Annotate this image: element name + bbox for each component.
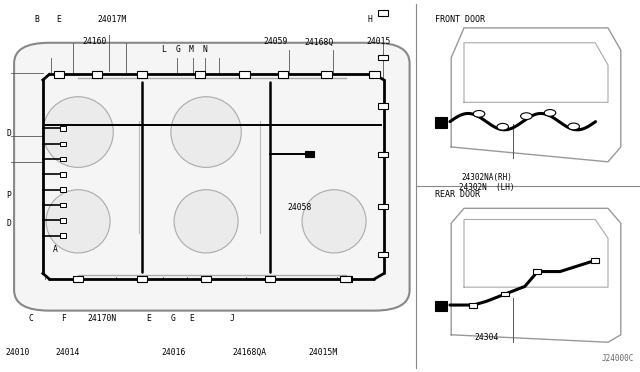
Bar bbox=[60, 233, 66, 238]
Text: P: P bbox=[6, 191, 12, 200]
Bar bbox=[340, 276, 351, 282]
FancyBboxPatch shape bbox=[14, 43, 410, 311]
Text: 24302NA(RH)
24302N  (LH): 24302NA(RH) 24302N (LH) bbox=[459, 173, 514, 192]
Text: E: E bbox=[56, 15, 61, 24]
Bar bbox=[54, 71, 64, 78]
Ellipse shape bbox=[171, 97, 241, 167]
Text: A: A bbox=[52, 245, 58, 254]
Bar bbox=[201, 276, 211, 282]
Circle shape bbox=[497, 124, 508, 130]
Text: 24015: 24015 bbox=[367, 38, 391, 46]
Bar bbox=[60, 203, 66, 207]
Ellipse shape bbox=[174, 190, 238, 253]
Bar bbox=[501, 292, 509, 296]
Bar bbox=[265, 276, 275, 282]
Text: G: G bbox=[170, 314, 175, 323]
Circle shape bbox=[474, 110, 485, 117]
Bar bbox=[342, 276, 352, 282]
Bar bbox=[60, 172, 66, 177]
Bar bbox=[378, 252, 388, 257]
Bar bbox=[60, 142, 66, 146]
Text: 24168Q: 24168Q bbox=[304, 38, 333, 46]
Text: 24016: 24016 bbox=[162, 348, 186, 357]
Text: D: D bbox=[6, 129, 12, 138]
Text: REAR DOOR: REAR DOOR bbox=[435, 190, 480, 199]
Text: E: E bbox=[146, 314, 151, 323]
Ellipse shape bbox=[302, 190, 366, 253]
Text: B: B bbox=[35, 15, 40, 24]
Text: H: H bbox=[367, 15, 372, 24]
Text: J: J bbox=[230, 314, 235, 323]
Bar bbox=[73, 276, 83, 282]
Bar bbox=[239, 71, 250, 78]
Text: E: E bbox=[189, 314, 195, 323]
Bar bbox=[137, 71, 147, 78]
Text: 24168QA: 24168QA bbox=[232, 348, 267, 357]
Circle shape bbox=[520, 113, 532, 119]
Text: F: F bbox=[61, 314, 67, 323]
Text: 24059: 24059 bbox=[263, 38, 287, 46]
Bar bbox=[591, 258, 599, 263]
Bar bbox=[60, 157, 66, 161]
Ellipse shape bbox=[46, 190, 110, 253]
Ellipse shape bbox=[43, 97, 113, 167]
Text: 24017M: 24017M bbox=[97, 15, 127, 24]
Text: C: C bbox=[28, 314, 33, 323]
Bar bbox=[469, 303, 477, 308]
Bar bbox=[435, 301, 447, 311]
Text: 24010: 24010 bbox=[6, 348, 30, 357]
Bar bbox=[60, 187, 66, 192]
Bar bbox=[369, 71, 380, 78]
Text: L: L bbox=[161, 45, 166, 54]
Bar bbox=[533, 269, 541, 274]
Text: G: G bbox=[176, 45, 181, 54]
Text: 24170N: 24170N bbox=[88, 314, 117, 323]
Text: M: M bbox=[189, 45, 194, 54]
Bar bbox=[378, 55, 388, 60]
Text: 24015M: 24015M bbox=[308, 348, 338, 357]
Text: N: N bbox=[202, 45, 207, 54]
Bar bbox=[321, 71, 332, 78]
Bar bbox=[378, 10, 388, 16]
Bar bbox=[305, 151, 314, 157]
Bar bbox=[378, 152, 388, 157]
Text: 24014: 24014 bbox=[55, 348, 79, 357]
Bar bbox=[137, 276, 147, 282]
Bar bbox=[378, 103, 388, 109]
Circle shape bbox=[568, 123, 579, 130]
Bar bbox=[195, 71, 205, 78]
Bar bbox=[435, 117, 447, 128]
Text: FRONT DOOR: FRONT DOOR bbox=[435, 15, 485, 24]
Bar bbox=[378, 204, 388, 209]
Text: 24058: 24058 bbox=[287, 203, 312, 212]
Bar bbox=[60, 218, 66, 222]
Bar bbox=[92, 71, 102, 78]
Bar bbox=[60, 126, 66, 131]
Bar bbox=[278, 71, 288, 78]
Text: J24000C: J24000C bbox=[601, 354, 634, 363]
Text: 24304: 24304 bbox=[474, 333, 499, 342]
Text: D: D bbox=[6, 219, 12, 228]
Text: 24160: 24160 bbox=[83, 38, 107, 46]
Circle shape bbox=[544, 109, 556, 116]
